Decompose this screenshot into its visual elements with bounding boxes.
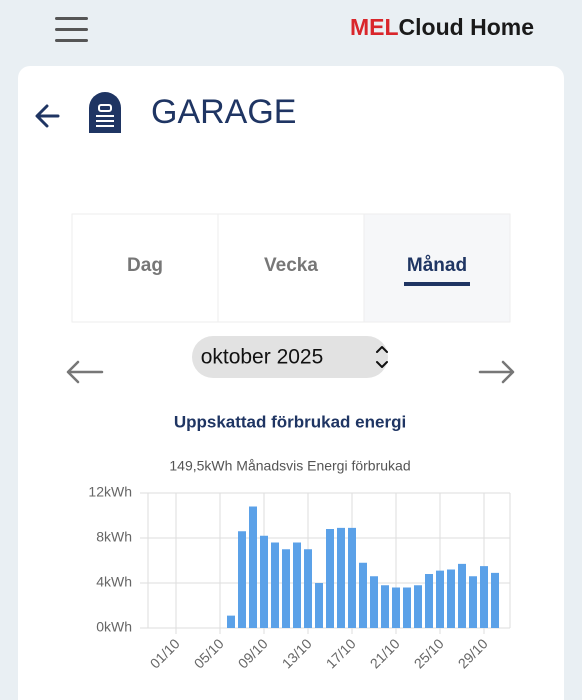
bar [238, 531, 246, 628]
tab-underline [404, 282, 470, 286]
bar [337, 527, 345, 628]
bar [293, 542, 301, 628]
chart-subtitle: 149,5kWh Månadsvis Energi förbrukad [169, 458, 410, 474]
period-select[interactable]: oktober 2025 [192, 336, 388, 378]
bar [326, 529, 334, 628]
bar [392, 587, 400, 628]
bar [282, 549, 290, 628]
y-tick-label: 8kWh [96, 529, 132, 545]
bar [381, 585, 389, 628]
bar [436, 570, 444, 628]
bar [491, 572, 499, 628]
bar [260, 535, 268, 628]
prev-period[interactable] [66, 360, 104, 384]
y-tick-label: 0kWh [96, 619, 132, 635]
menu-button[interactable] [55, 17, 88, 42]
bar [348, 527, 356, 628]
bar [458, 563, 466, 628]
bar [469, 576, 477, 628]
bar [480, 566, 488, 628]
bar [359, 562, 367, 628]
bar [271, 542, 279, 628]
bar [315, 583, 323, 628]
tab[interactable]: Dag [71, 213, 219, 323]
bar [414, 585, 422, 628]
bar [425, 574, 433, 628]
brand-rest: Cloud Home [399, 14, 534, 40]
y-tick-label: 12kWh [88, 484, 132, 500]
brand-accent: MEL [350, 14, 399, 40]
tab[interactable]: Vecka [217, 213, 365, 323]
bar [249, 506, 257, 628]
next-period[interactable] [478, 360, 515, 384]
garage-icon [89, 92, 121, 133]
back-button[interactable] [35, 104, 60, 128]
tab-background [363, 213, 511, 323]
bar [304, 549, 312, 628]
bar [370, 576, 378, 628]
bar [447, 569, 455, 628]
y-tick-label: 4kWh [96, 574, 132, 590]
bar [403, 587, 411, 628]
tab-label: Vecka [264, 255, 318, 276]
period-label: oktober 2025 [201, 346, 324, 369]
tab-background [217, 213, 365, 323]
bar [227, 615, 235, 628]
brand: MELCloud Home [350, 14, 534, 40]
tab-label: Dag [127, 255, 163, 276]
chart-title: Uppskattad förbrukad energi [174, 412, 406, 431]
device-name: GARAGE [151, 93, 296, 131]
tab[interactable]: Månad [363, 213, 511, 323]
tab-label: Månad [407, 255, 467, 276]
tab-background [71, 213, 219, 323]
